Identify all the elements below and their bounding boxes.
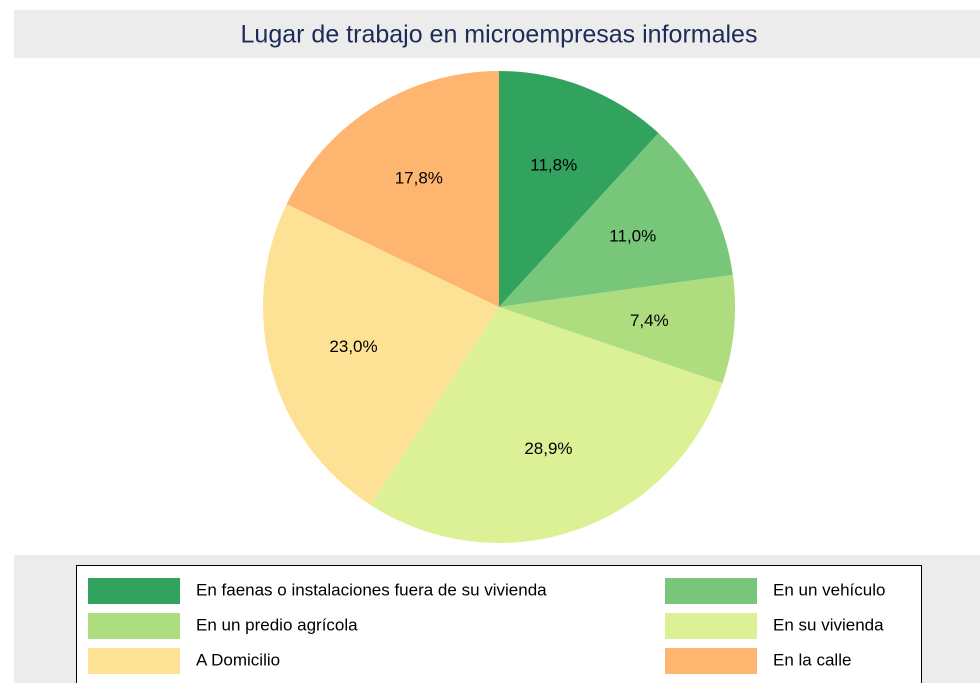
data-label: 28,9%: [524, 439, 572, 458]
data-label: 23,0%: [329, 337, 377, 356]
legend-label: En la calle: [773, 650, 851, 669]
legend-label: En faenas o instalaciones fuera de su vi…: [196, 580, 547, 599]
data-label: 11,0%: [609, 226, 656, 245]
pie-slice: [499, 133, 733, 307]
pie-slice: [262, 204, 499, 505]
legend-swatch: [665, 578, 757, 604]
pie-slice: [499, 274, 736, 384]
legend-label: A Domicilio: [196, 650, 280, 669]
data-label: 7,4%: [630, 311, 669, 330]
legend-label: En un vehículo: [773, 580, 885, 599]
legend-swatch: [88, 648, 180, 674]
legend-swatch: [665, 648, 757, 674]
pie-slice: [286, 71, 499, 307]
data-label: 17,8%: [395, 168, 443, 187]
data-label: 11,8%: [530, 156, 577, 175]
legend-swatch: [665, 613, 757, 639]
pie-slice: [370, 307, 723, 543]
legend-swatch: [88, 578, 180, 604]
pie-slice: [499, 71, 659, 307]
legend-swatch: [88, 613, 180, 639]
chart-title: Lugar de trabajo en microempresas inform…: [241, 21, 758, 49]
legend-label: En un predio agrícola: [196, 615, 358, 634]
legend-label: En su vivienda: [773, 615, 884, 634]
legend: [76, 565, 922, 683]
